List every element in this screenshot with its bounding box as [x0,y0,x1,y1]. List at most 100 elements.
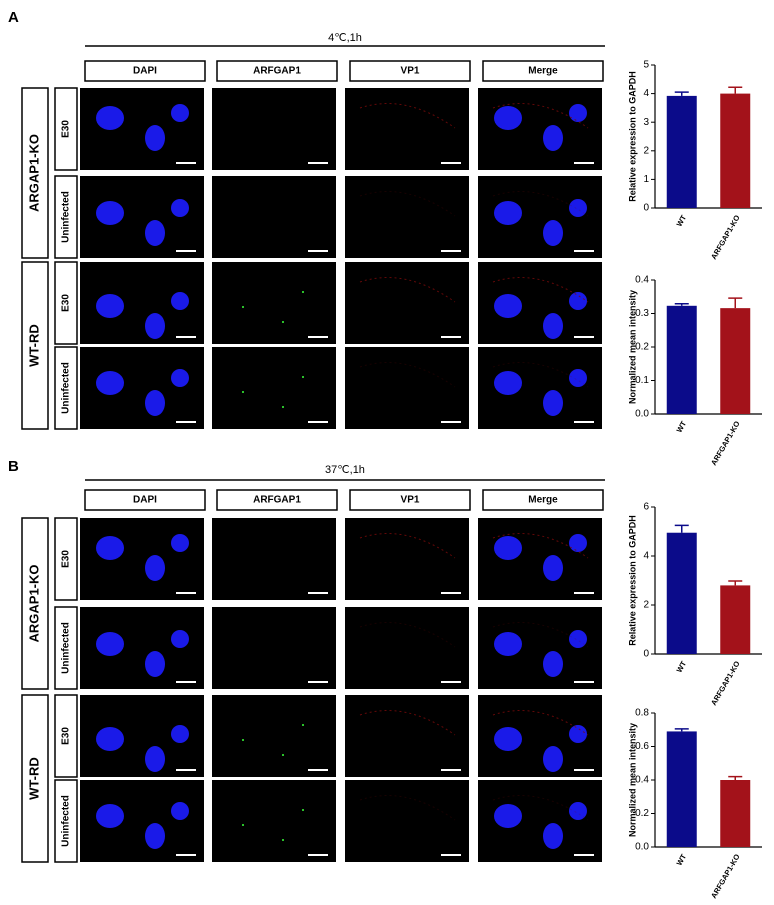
nucleus [145,555,165,581]
microscopy-image [212,88,336,170]
nucleus [145,125,165,151]
nucleus [569,104,587,122]
panel-letter: A [8,9,19,26]
error-bar [674,91,689,96]
nucleus [145,823,165,849]
group-label: WT-RD [26,324,41,367]
signal-dots [242,809,304,841]
microscopy-image [345,780,469,862]
category-label: ARFGAP1-KO [709,659,742,707]
column-header: Merge [528,66,558,77]
nucleus [171,292,189,310]
row-label-box [54,779,78,863]
nucleus [543,390,563,416]
signal-outline [359,362,456,388]
y-tick-label: 0.6 [635,741,649,752]
signal-outline [359,710,456,736]
column-header: ARFGAP1 [253,495,301,506]
bar [720,780,751,847]
nucleus [171,369,189,387]
error-bar [728,297,743,309]
nucleus [96,106,124,130]
nucleus [569,534,587,552]
y-tick-label: 5 [643,60,649,71]
y-tick-label: 0.3 [635,308,649,319]
condition-label: 37℃,1h [325,464,365,476]
microscopy-image [212,695,336,777]
microscopy-image [345,347,469,429]
y-tick-label: 4 [643,88,649,99]
nucleus [96,536,124,560]
nucleus [543,555,563,581]
microscopy-image [345,695,469,777]
y-tick-label: 2 [643,145,649,156]
column-header: Merge [528,495,558,506]
panel-letter: B [8,458,19,475]
nucleus [145,390,165,416]
nucleus [569,630,587,648]
column-header-box [349,489,471,511]
nucleus [145,220,165,246]
row-label: Uninfected [61,795,72,847]
bar [720,308,751,414]
y-tick-label: 0.1 [635,375,649,386]
y-tick-label: 0.2 [635,808,649,819]
error-bar [728,580,743,586]
column-header: ARFGAP1 [253,66,301,77]
signal-dots [242,376,304,408]
nucleus [494,371,522,395]
signal-outline [359,533,456,559]
column-header-box [216,60,338,82]
microscopy-image [478,88,602,170]
signal-dots [242,291,304,323]
nucleus [494,727,522,751]
group-label: WT-RD [26,757,41,800]
microscopy-image [478,518,602,600]
bar [666,731,697,847]
nucleus [171,802,189,820]
column-header-box [482,489,604,511]
nucleus [494,804,522,828]
error-bar [674,524,689,533]
error-bar [674,728,689,732]
y-tick-label: 2 [643,600,649,611]
nucleus [96,201,124,225]
microscopy-image [345,262,469,344]
nucleus [543,746,563,772]
column-header-box [216,489,338,511]
group-label-box [21,517,49,690]
nucleus [569,802,587,820]
signal-outline [492,622,589,648]
microscopy-image [80,518,204,600]
category-label: WT [675,852,689,867]
microscopy-image [212,176,336,258]
signal-outline [492,533,589,559]
nucleus [171,104,189,122]
y-tick-label: 0 [643,203,649,214]
group-label: ARGAP1-KO [26,134,41,212]
nucleus [543,823,563,849]
nucleus [96,371,124,395]
microscopy-image [345,88,469,170]
nucleus [543,651,563,677]
y-axis-label: Relative expression to GAPDH [627,515,637,646]
y-tick-label: 0.0 [635,409,649,420]
signal-outline [492,710,589,736]
nucleus [569,369,587,387]
row-label-box [54,87,78,171]
nucleus [494,294,522,318]
row-label-box [54,261,78,345]
nucleus [569,292,587,310]
microscopy-image [212,347,336,429]
column-header: DAPI [133,495,157,506]
y-tick-label: 3 [643,117,649,128]
column-header-box [349,60,471,82]
condition-label: 4℃,1h [328,32,362,44]
row-label-box [54,517,78,601]
group-label-box [21,261,49,430]
error-bar [728,86,743,94]
y-tick-label: 0.2 [635,342,649,353]
signal-outline [359,795,456,821]
nucleus [145,313,165,339]
nucleus [171,534,189,552]
